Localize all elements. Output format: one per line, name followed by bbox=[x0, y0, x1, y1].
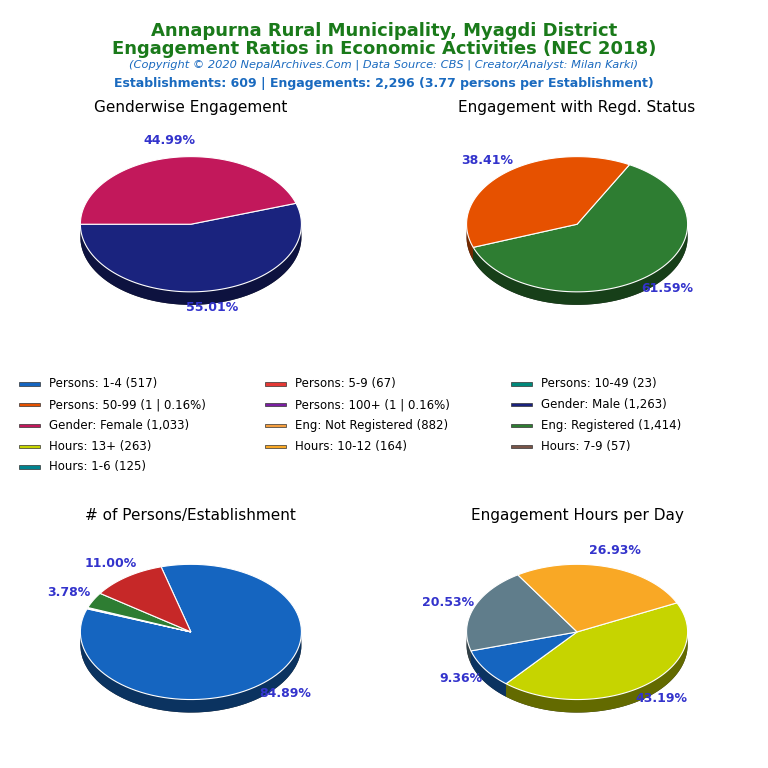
Polygon shape bbox=[81, 170, 301, 305]
Text: Annapurna Rural Municipality, Myagdi District: Annapurna Rural Municipality, Myagdi Dis… bbox=[151, 22, 617, 39]
Polygon shape bbox=[87, 608, 191, 632]
Text: 11.00%: 11.00% bbox=[84, 557, 137, 570]
Polygon shape bbox=[88, 594, 191, 632]
Text: Hours: 7-9 (57): Hours: 7-9 (57) bbox=[541, 440, 631, 452]
FancyBboxPatch shape bbox=[511, 382, 531, 386]
Title: Genderwise Engagement: Genderwise Engagement bbox=[94, 100, 287, 115]
Polygon shape bbox=[88, 607, 191, 632]
Text: Hours: 10-12 (164): Hours: 10-12 (164) bbox=[295, 440, 407, 452]
Polygon shape bbox=[471, 632, 577, 664]
Text: 55.01%: 55.01% bbox=[187, 301, 239, 314]
Text: 84.89%: 84.89% bbox=[259, 687, 311, 700]
FancyBboxPatch shape bbox=[265, 382, 286, 386]
FancyBboxPatch shape bbox=[511, 424, 531, 427]
Text: 43.19%: 43.19% bbox=[636, 692, 687, 705]
Polygon shape bbox=[81, 204, 301, 292]
Polygon shape bbox=[81, 633, 301, 713]
Polygon shape bbox=[473, 224, 577, 260]
Text: Eng: Not Registered (882): Eng: Not Registered (882) bbox=[295, 419, 448, 432]
Text: 3.78%: 3.78% bbox=[48, 586, 91, 599]
Polygon shape bbox=[506, 632, 577, 697]
Text: Persons: 100+ (1 | 0.16%): Persons: 100+ (1 | 0.16%) bbox=[295, 399, 450, 411]
FancyBboxPatch shape bbox=[265, 424, 286, 427]
Polygon shape bbox=[81, 227, 301, 305]
FancyBboxPatch shape bbox=[511, 403, 531, 406]
Text: Establishments: 609 | Engagements: 2,296 (3.77 persons per Establishment): Establishments: 609 | Engagements: 2,296… bbox=[114, 77, 654, 90]
Text: 20.53%: 20.53% bbox=[422, 596, 474, 608]
Text: 26.93%: 26.93% bbox=[589, 545, 641, 558]
FancyBboxPatch shape bbox=[19, 382, 40, 386]
Text: 9.36%: 9.36% bbox=[440, 672, 483, 684]
Polygon shape bbox=[471, 651, 506, 697]
Title: Engagement with Regd. Status: Engagement with Regd. Status bbox=[458, 100, 696, 115]
Polygon shape bbox=[100, 567, 191, 632]
Polygon shape bbox=[506, 603, 687, 700]
FancyBboxPatch shape bbox=[265, 403, 286, 406]
Text: Eng: Registered (1,414): Eng: Registered (1,414) bbox=[541, 419, 681, 432]
Text: Persons: 5-9 (67): Persons: 5-9 (67) bbox=[295, 378, 396, 390]
FancyBboxPatch shape bbox=[19, 465, 40, 468]
Polygon shape bbox=[467, 578, 687, 713]
Text: 61.59%: 61.59% bbox=[641, 282, 694, 295]
Text: Persons: 1-4 (517): Persons: 1-4 (517) bbox=[49, 378, 157, 390]
FancyBboxPatch shape bbox=[19, 424, 40, 427]
Polygon shape bbox=[506, 632, 577, 697]
Polygon shape bbox=[467, 170, 687, 305]
Polygon shape bbox=[506, 633, 687, 713]
FancyBboxPatch shape bbox=[19, 403, 40, 406]
Polygon shape bbox=[471, 632, 577, 664]
Text: Gender: Male (1,263): Gender: Male (1,263) bbox=[541, 399, 667, 411]
Text: Hours: 1-6 (125): Hours: 1-6 (125) bbox=[49, 461, 146, 473]
Polygon shape bbox=[467, 157, 630, 247]
Polygon shape bbox=[467, 226, 473, 260]
Text: (Copyright © 2020 NepalArchives.Com | Data Source: CBS | Creator/Analyst: Milan : (Copyright © 2020 NepalArchives.Com | Da… bbox=[130, 60, 638, 71]
Polygon shape bbox=[471, 632, 577, 684]
Title: Engagement Hours per Day: Engagement Hours per Day bbox=[471, 508, 684, 523]
Text: Persons: 50-99 (1 | 0.16%): Persons: 50-99 (1 | 0.16%) bbox=[49, 399, 206, 411]
Text: Hours: 13+ (263): Hours: 13+ (263) bbox=[49, 440, 151, 452]
Polygon shape bbox=[473, 224, 577, 260]
Polygon shape bbox=[473, 227, 687, 305]
Text: Gender: Female (1,033): Gender: Female (1,033) bbox=[49, 419, 189, 432]
Polygon shape bbox=[518, 564, 677, 632]
Text: Engagement Ratios in Economic Activities (NEC 2018): Engagement Ratios in Economic Activities… bbox=[112, 40, 656, 58]
Title: # of Persons/Establishment: # of Persons/Establishment bbox=[85, 508, 296, 523]
Polygon shape bbox=[81, 578, 301, 713]
Polygon shape bbox=[81, 564, 301, 700]
Text: 44.99%: 44.99% bbox=[144, 134, 195, 147]
FancyBboxPatch shape bbox=[511, 445, 531, 448]
Polygon shape bbox=[467, 632, 471, 664]
Text: Persons: 10-49 (23): Persons: 10-49 (23) bbox=[541, 378, 657, 390]
Polygon shape bbox=[473, 164, 687, 292]
FancyBboxPatch shape bbox=[265, 445, 286, 448]
Polygon shape bbox=[467, 574, 577, 651]
Text: 38.41%: 38.41% bbox=[461, 154, 513, 167]
FancyBboxPatch shape bbox=[19, 445, 40, 448]
Polygon shape bbox=[81, 157, 296, 224]
